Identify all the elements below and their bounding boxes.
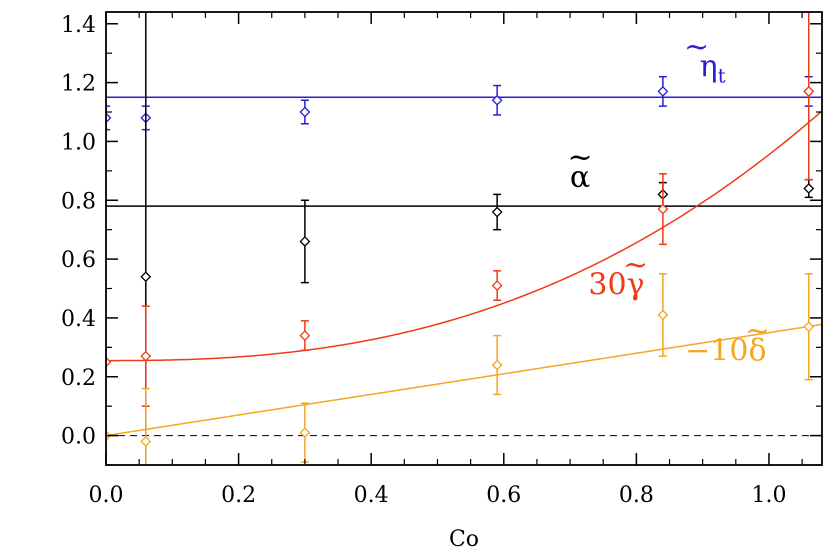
- y-tick-label-3: 0.6: [61, 248, 96, 273]
- series-label-tilde-1: ~: [567, 140, 592, 175]
- data-point-2-3: [491, 280, 503, 291]
- data-point-2-4: [657, 203, 669, 215]
- y-tick-label-4: 0.8: [61, 189, 96, 214]
- data-point-0-0: [106, 112, 112, 124]
- data-point-0-4: [657, 86, 669, 97]
- x-tick-label-5: 1.0: [751, 483, 786, 508]
- series-label-symbol: γ: [627, 267, 645, 302]
- y-tick-label-5: 1.0: [61, 130, 96, 155]
- x-axis-title: Co: [449, 527, 479, 552]
- series-label-tilde-3: ~: [745, 314, 770, 349]
- series-label-symbol: δ: [748, 334, 766, 369]
- y-tick-label-2: 0.4: [61, 307, 96, 332]
- data-point-3-4: [657, 309, 669, 321]
- data-point-3-3: [491, 359, 503, 371]
- data-point-1-0: [140, 271, 152, 283]
- data-point-1-2: [491, 206, 503, 218]
- data-point-1-1: [299, 236, 311, 247]
- series-label-2: 30γ: [588, 267, 644, 302]
- y-tick-label-7: 1.4: [61, 13, 96, 38]
- series-label-3: −10δ: [685, 334, 766, 369]
- data-point-2-1: [140, 350, 152, 362]
- y-tick-label-1: 0.2: [61, 366, 96, 391]
- x-tick-label-2: 0.4: [354, 483, 389, 508]
- data-point-1-4: [803, 183, 815, 194]
- series-label-0: ηt: [700, 50, 726, 88]
- series-group: [106, 12, 822, 465]
- series-label-prefix: 30: [588, 267, 626, 302]
- data-point-2-5: [803, 86, 815, 97]
- annotations: ηt~α~30γ~−10δ~: [567, 30, 770, 369]
- plot-area: [106, 12, 822, 465]
- data-point-2-0: [106, 356, 112, 368]
- series-label-tilde-0: ~: [684, 30, 709, 65]
- series-label-subscript: t: [718, 64, 726, 88]
- fit-line-3: [106, 323, 822, 437]
- fit-line-2: [106, 110, 822, 362]
- series-label-tilde-2: ~: [623, 247, 648, 282]
- series-label-prefix: −10: [685, 334, 748, 369]
- x-tick-label-3: 0.6: [486, 483, 521, 508]
- data-point-3-2: [299, 427, 311, 439]
- y-tick-label-6: 1.2: [61, 72, 96, 97]
- data-point-2-2: [299, 330, 311, 341]
- data-point-0-2: [299, 106, 311, 118]
- x-tick-label-1: 0.2: [221, 483, 256, 508]
- series-label-1: α: [570, 160, 590, 195]
- axes-border: [105, 11, 823, 466]
- x-tick-label-0: 0.0: [89, 483, 124, 508]
- data-point-3-1: [140, 436, 152, 447]
- data-point-0-3: [491, 94, 503, 106]
- series-label-symbol: α: [570, 160, 590, 195]
- axes-frame: 0.0 0.2 0.4 0.6 0.8 1.0 0.0 0.2 0.4 0.6 0.8 1.0 1.2 1…: [61, 11, 823, 508]
- series-label-symbol: η: [700, 50, 718, 85]
- data-point-3-5: [803, 321, 815, 333]
- x-tick-label-4: 0.8: [619, 483, 654, 508]
- y-tick-label-0: 0.0: [61, 425, 96, 450]
